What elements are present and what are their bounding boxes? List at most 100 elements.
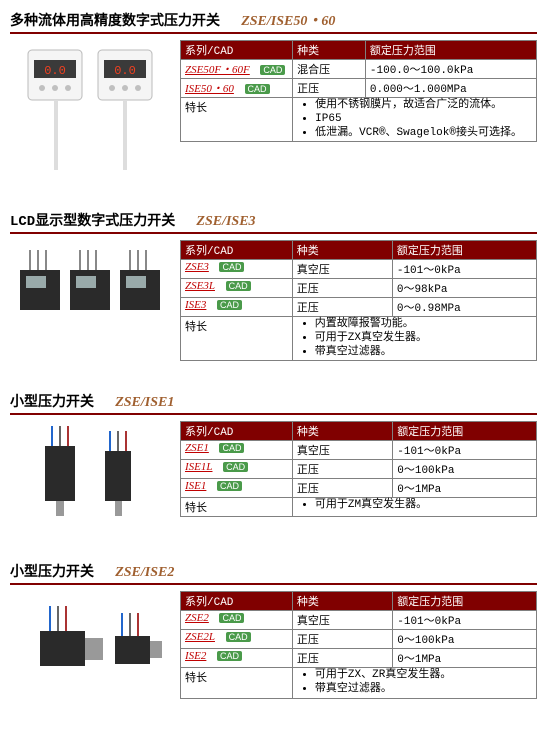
series-link[interactable]: ZSE50F・60F	[185, 64, 250, 76]
feature-item: 内置故障报警功能。	[315, 318, 532, 332]
series-link[interactable]: ZSE3L	[185, 280, 215, 292]
range-cell: 0～1MPa	[393, 649, 537, 668]
col-header: 额定压力范围	[365, 41, 536, 60]
cad-badge[interactable]: CAD	[226, 281, 251, 291]
col-header: 系列/CAD	[181, 241, 293, 260]
table-row: ZSE50F・60F CAD 混合压 -100.0～100.0kPa	[181, 60, 537, 79]
title-model: ZSE/ISE2	[115, 565, 174, 580]
range-cell: -100.0～100.0kPa	[365, 60, 536, 79]
svg-text:0.0: 0.0	[114, 64, 136, 78]
type-cell: 正压	[292, 479, 392, 498]
feature-item: IP65	[315, 113, 532, 127]
table-row: ZSE1 CAD 真空压 -101～0kPa	[181, 441, 537, 460]
product-section: LCD显示型数字式压力开关 ZSE/ISE3 系列/CAD种类额定压力范围 ZS…	[10, 210, 537, 361]
section-title: 小型压力开关 ZSE/ISE2	[10, 561, 537, 585]
cad-badge[interactable]: CAD	[217, 481, 242, 491]
table-row: ZSE3L CAD 正压 0～98kPa	[181, 279, 537, 298]
feature-item: 可用于ZX、ZR真空发生器。	[315, 669, 532, 683]
type-cell: 正压	[292, 298, 392, 317]
cad-badge[interactable]: CAD	[217, 300, 242, 310]
col-header: 种类	[292, 241, 392, 260]
feature-label: 特长	[181, 668, 293, 699]
svg-text:0.0: 0.0	[44, 64, 66, 78]
series-cell: ZSE3L CAD	[181, 279, 293, 298]
feature-item: 低泄漏。VCR®、Swagelok®接头可选择。	[315, 127, 532, 141]
feature-item: 带真空过滤器。	[315, 346, 532, 360]
series-link[interactable]: ZSE1	[185, 442, 209, 454]
series-link[interactable]: ZSE2	[185, 612, 209, 624]
table-row: ISE3 CAD 正压 0～0.98MPa	[181, 298, 537, 317]
series-cell: ISE3 CAD	[181, 298, 293, 317]
series-link[interactable]: ISE50・60	[185, 83, 234, 95]
col-header: 系列/CAD	[181, 41, 293, 60]
table-row: ZSE2 CAD 真空压 -101～0kPa	[181, 611, 537, 630]
series-cell: ZSE50F・60F CAD	[181, 60, 293, 79]
series-cell: ISE1L CAD	[181, 460, 293, 479]
cad-badge[interactable]: CAD	[223, 462, 248, 472]
table-row: ZSE3 CAD 真空压 -101～0kPa	[181, 260, 537, 279]
feature-cell: 内置故障报警功能。可用于ZX真空发生器。带真空过滤器。	[292, 317, 536, 361]
product-section: 小型压力开关 ZSE/ISE1 系列/CAD种类额定压力范围 ZSE1 CAD …	[10, 391, 537, 531]
col-header: 种类	[292, 422, 392, 441]
title-model: ZSE/ISE50・60	[241, 14, 335, 29]
type-cell: 正压	[292, 460, 392, 479]
section-title: 小型压力开关 ZSE/ISE1	[10, 391, 537, 415]
type-cell: 正压	[292, 649, 392, 668]
table-row: ISE50・60 CAD 正压 0.000～1.000MPa	[181, 79, 537, 98]
series-link[interactable]: ISE2	[185, 650, 206, 662]
product-image	[10, 421, 170, 531]
series-link[interactable]: ZSE3	[185, 261, 209, 273]
product-image	[10, 240, 170, 340]
feature-row: 特长 使用不锈钢膜片，故适合广泛的流体。IP65低泄漏。VCR®、Swagelo…	[181, 98, 537, 142]
series-cell: ZSE2 CAD	[181, 611, 293, 630]
series-link[interactable]: ISE3	[185, 299, 206, 311]
col-header: 额定压力范围	[392, 241, 536, 260]
feature-item: 可用于ZM真空发生器。	[315, 499, 532, 513]
type-cell: 正压	[292, 630, 392, 649]
col-header: 种类	[292, 592, 392, 611]
series-link[interactable]: ISE1	[185, 480, 206, 492]
range-cell: 0～100kPa	[393, 460, 537, 479]
series-cell: ISE2 CAD	[181, 649, 293, 668]
section-title: 多种流体用高精度数字式压力开关 ZSE/ISE50・60	[10, 10, 537, 34]
title-main: 多种流体用高精度数字式压力开关	[10, 14, 220, 30]
series-cell: ZSE3 CAD	[181, 260, 293, 279]
range-cell: -101～0kPa	[393, 611, 537, 630]
series-link[interactable]: ISE1L	[185, 461, 213, 473]
type-cell: 正压	[293, 79, 366, 98]
cad-badge[interactable]: CAD	[226, 632, 251, 642]
cad-badge[interactable]: CAD	[219, 262, 244, 272]
series-cell: ZSE2L CAD	[181, 630, 293, 649]
title-main: 小型压力开关	[10, 565, 94, 581]
type-cell: 正压	[292, 279, 392, 298]
section-title: LCD显示型数字式压力开关 ZSE/ISE3	[10, 210, 537, 234]
product-section: 多种流体用高精度数字式压力开关 ZSE/ISE50・60 0.0 0.0 系列/…	[10, 10, 537, 180]
range-cell: 0～1MPa	[393, 479, 537, 498]
feature-item: 带真空过滤器。	[315, 683, 532, 697]
cad-badge[interactable]: CAD	[217, 651, 242, 661]
cad-badge[interactable]: CAD	[245, 84, 270, 94]
feature-cell: 可用于ZX、ZR真空发生器。带真空过滤器。	[292, 668, 536, 699]
type-cell: 混合压	[293, 60, 366, 79]
table-row: ISE2 CAD 正压 0～1MPa	[181, 649, 537, 668]
feature-label: 特长	[181, 317, 293, 361]
feature-item: 使用不锈钢膜片，故适合广泛的流体。	[315, 99, 532, 113]
feature-label: 特长	[181, 98, 293, 142]
cad-badge[interactable]: CAD	[260, 65, 285, 75]
feature-cell: 使用不锈钢膜片，故适合广泛的流体。IP65低泄漏。VCR®、Swagelok®接…	[293, 98, 537, 142]
cad-badge[interactable]: CAD	[219, 613, 244, 623]
series-link[interactable]: ZSE2L	[185, 631, 215, 643]
cad-badge[interactable]: CAD	[219, 443, 244, 453]
title-main: LCD显示型数字式压力开关	[10, 214, 175, 230]
type-cell: 真空压	[292, 441, 392, 460]
col-header: 种类	[293, 41, 366, 60]
feature-row: 特长 可用于ZM真空发生器。	[181, 498, 537, 517]
spec-table: 系列/CAD种类额定压力范围 ZSE50F・60F CAD 混合压 -100.0…	[180, 40, 537, 142]
title-main: 小型压力开关	[10, 395, 94, 411]
series-cell: ISE1 CAD	[181, 479, 293, 498]
table-row: ISE1L CAD 正压 0～100kPa	[181, 460, 537, 479]
feature-item: 可用于ZX真空发生器。	[315, 332, 532, 346]
col-header: 系列/CAD	[181, 422, 293, 441]
table-row: ISE1 CAD 正压 0～1MPa	[181, 479, 537, 498]
range-cell: 0～0.98MPa	[392, 298, 536, 317]
